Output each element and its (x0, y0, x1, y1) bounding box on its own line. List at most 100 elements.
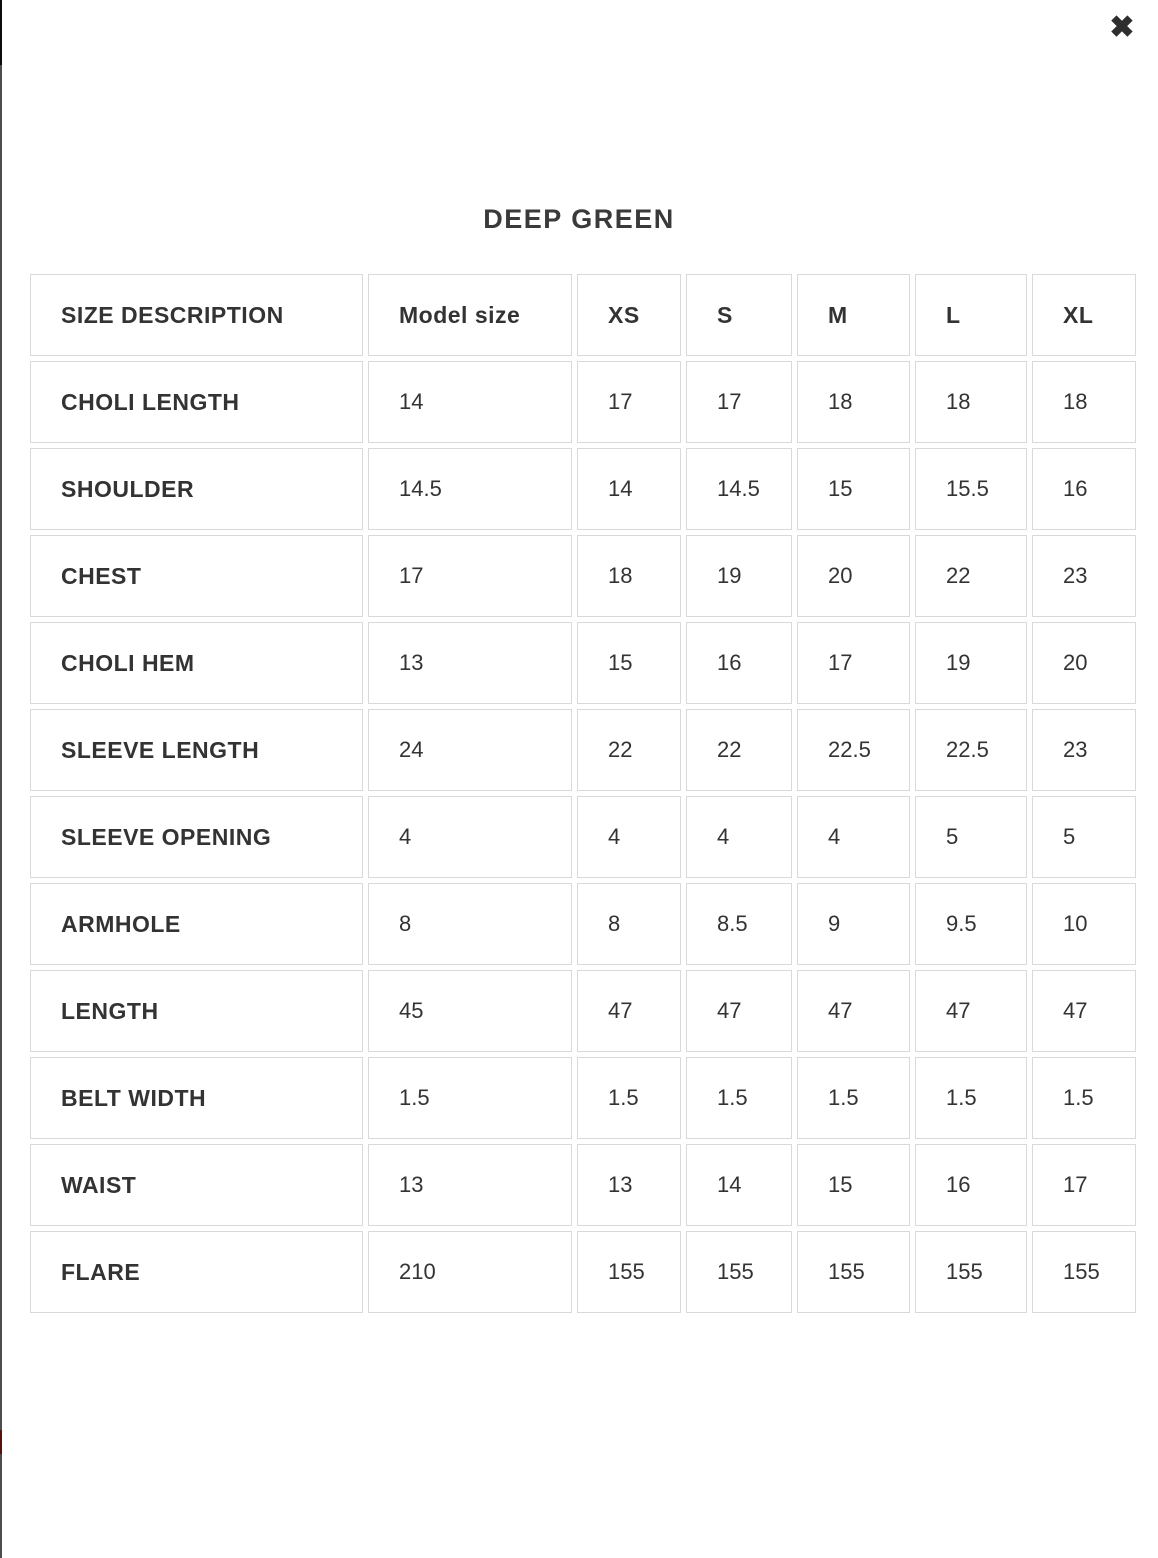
value-cell: 15 (797, 1144, 910, 1226)
value-cell: 4 (368, 796, 572, 878)
row-label-cell: FLARE (30, 1231, 363, 1313)
size-chart-table: SIZE DESCRIPTION Model size XS S M L XL … (25, 269, 1141, 1318)
value-cell: 19 (915, 622, 1027, 704)
value-cell: 16 (686, 622, 792, 704)
column-header-size-description: SIZE DESCRIPTION (30, 274, 363, 356)
value-cell: 155 (1032, 1231, 1136, 1313)
page-edge-strip-accent (0, 1430, 2, 1454)
value-cell: 22.5 (915, 709, 1027, 791)
table-row: FLARE 210 155 155 155 155 155 (30, 1231, 1136, 1313)
value-cell: 20 (1032, 622, 1136, 704)
table-row: CHOLI LENGTH 14 17 17 18 18 18 (30, 361, 1136, 443)
column-header-xs: XS (577, 274, 681, 356)
value-cell: 14 (368, 361, 572, 443)
table-row: CHEST 17 18 19 20 22 23 (30, 535, 1136, 617)
value-cell: 8 (577, 883, 681, 965)
value-cell: 13 (368, 622, 572, 704)
size-chart-body: CHOLI LENGTH 14 17 17 18 18 18 SHOULDER 14.5 14 14… (30, 361, 1136, 1313)
value-cell: 9.5 (915, 883, 1027, 965)
value-cell: 155 (797, 1231, 910, 1313)
value-cell: 4 (577, 796, 681, 878)
table-row: SLEEVE LENGTH 24 22 22 22.5 22.5 23 (30, 709, 1136, 791)
value-cell: 47 (1032, 970, 1136, 1052)
value-cell: 18 (1032, 361, 1136, 443)
column-header-xl: XL (1032, 274, 1136, 356)
value-cell: 1.5 (368, 1057, 572, 1139)
value-cell: 47 (686, 970, 792, 1052)
value-cell: 13 (368, 1144, 572, 1226)
value-cell: 45 (368, 970, 572, 1052)
column-header-m: M (797, 274, 910, 356)
row-label-cell: BELT WIDTH (30, 1057, 363, 1139)
value-cell: 17 (797, 622, 910, 704)
table-row: WAIST 13 13 14 15 16 17 (30, 1144, 1136, 1226)
value-cell: 19 (686, 535, 792, 617)
value-cell: 14 (577, 448, 681, 530)
table-row: BELT WIDTH 1.5 1.5 1.5 1.5 1.5 1.5 (30, 1057, 1136, 1139)
value-cell: 1.5 (1032, 1057, 1136, 1139)
value-cell: 17 (686, 361, 792, 443)
value-cell: 1.5 (797, 1057, 910, 1139)
row-label-cell: LENGTH (30, 970, 363, 1052)
table-row: SLEEVE OPENING 4 4 4 4 5 5 (30, 796, 1136, 878)
value-cell: 15 (797, 448, 910, 530)
value-cell: 8 (368, 883, 572, 965)
value-cell: 14 (686, 1144, 792, 1226)
value-cell: 15 (577, 622, 681, 704)
close-icon[interactable]: ✖ (1109, 11, 1135, 44)
value-cell: 22 (577, 709, 681, 791)
value-cell: 23 (1032, 709, 1136, 791)
value-cell: 13 (577, 1144, 681, 1226)
value-cell: 17 (577, 361, 681, 443)
row-label-cell: SLEEVE LENGTH (30, 709, 363, 791)
row-label-cell: SLEEVE OPENING (30, 796, 363, 878)
table-row: ARMHOLE 8 8 8.5 9 9.5 10 (30, 883, 1136, 965)
value-cell: 14.5 (368, 448, 572, 530)
value-cell: 22 (686, 709, 792, 791)
value-cell: 16 (915, 1144, 1027, 1226)
modal-title: DEEP GREEN (483, 204, 675, 234)
value-cell: 4 (686, 796, 792, 878)
value-cell: 155 (686, 1231, 792, 1313)
value-cell: 47 (577, 970, 681, 1052)
value-cell: 22.5 (797, 709, 910, 791)
value-cell: 20 (797, 535, 910, 617)
value-cell: 10 (1032, 883, 1136, 965)
value-cell: 15.5 (915, 448, 1027, 530)
value-cell: 5 (915, 796, 1027, 878)
table-row: SHOULDER 14.5 14 14.5 15 15.5 16 (30, 448, 1136, 530)
value-cell: 47 (797, 970, 910, 1052)
value-cell: 155 (577, 1231, 681, 1313)
value-cell: 17 (1032, 1144, 1136, 1226)
row-label-cell: SHOULDER (30, 448, 363, 530)
value-cell: 18 (915, 361, 1027, 443)
value-cell: 1.5 (915, 1057, 1027, 1139)
value-cell: 18 (577, 535, 681, 617)
value-cell: 47 (915, 970, 1027, 1052)
value-cell: 9 (797, 883, 910, 965)
page-edge-strip-top (0, 0, 2, 65)
table-row: LENGTH 45 47 47 47 47 47 (30, 970, 1136, 1052)
value-cell: 24 (368, 709, 572, 791)
row-label-cell: CHOLI LENGTH (30, 361, 363, 443)
row-label-cell: ARMHOLE (30, 883, 363, 965)
column-header-s: S (686, 274, 792, 356)
value-cell: 16 (1032, 448, 1136, 530)
row-label-cell: WAIST (30, 1144, 363, 1226)
value-cell: 5 (1032, 796, 1136, 878)
value-cell: 1.5 (577, 1057, 681, 1139)
value-cell: 8.5 (686, 883, 792, 965)
column-header-model-size: Model size (368, 274, 572, 356)
page-edge-strip (0, 0, 2, 1558)
row-label-cell: CHEST (30, 535, 363, 617)
table-row: CHOLI HEM 13 15 16 17 19 20 (30, 622, 1136, 704)
value-cell: 14.5 (686, 448, 792, 530)
header-row: SIZE DESCRIPTION Model size XS S M L XL (30, 274, 1136, 356)
value-cell: 17 (368, 535, 572, 617)
value-cell: 1.5 (686, 1057, 792, 1139)
value-cell: 155 (915, 1231, 1027, 1313)
value-cell: 4 (797, 796, 910, 878)
value-cell: 210 (368, 1231, 572, 1313)
column-header-l: L (915, 274, 1027, 356)
value-cell: 23 (1032, 535, 1136, 617)
